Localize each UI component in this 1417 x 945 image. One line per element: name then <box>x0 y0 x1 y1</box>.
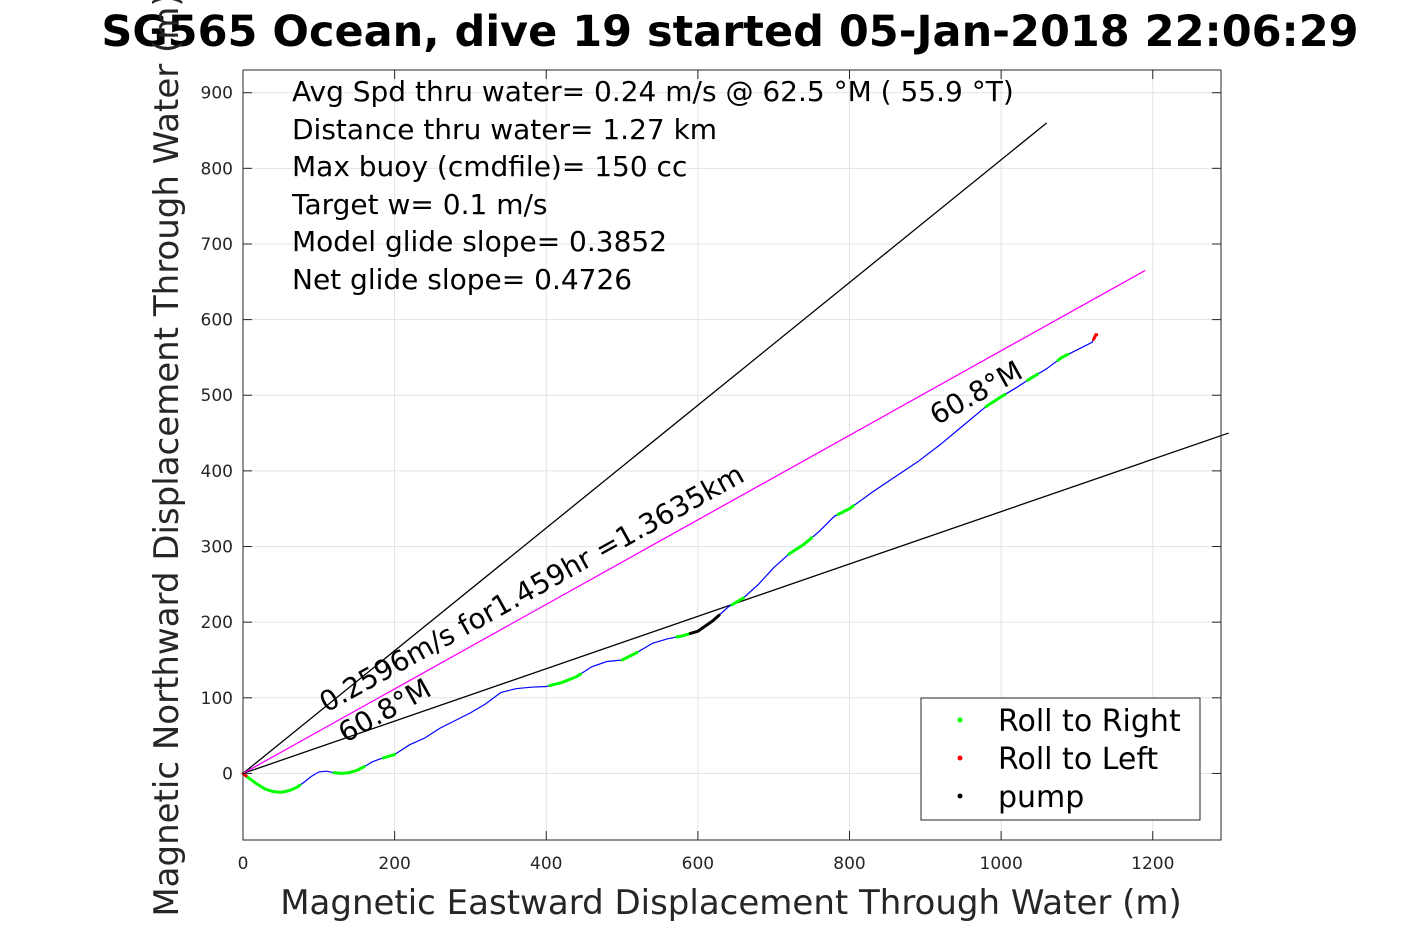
legend-marker-roll-left <box>957 755 963 761</box>
y-tick-label: 100 <box>201 689 233 709</box>
segment-roll-to-right <box>1026 372 1039 382</box>
y-tick-label: 800 <box>201 159 233 179</box>
y-tick-label: 200 <box>201 613 233 633</box>
info-target-w: Target w= 0.1 m/s <box>291 188 548 221</box>
info-model-glide-slope: Model glide slope= 0.3852 <box>292 225 667 258</box>
y-axis-ticks: 0 100 200 300 400 500 600 700 800 900 <box>201 84 1221 784</box>
x-tick-label: 0 <box>238 854 249 874</box>
legend: Roll to Right Roll to Left pump <box>920 697 1201 821</box>
segment-roll-to-right <box>984 393 1007 409</box>
info-net-glide-slope: Net glide slope= 0.4726 <box>292 263 632 296</box>
x-tick-label: 200 <box>378 854 410 874</box>
plot-frame <box>242 69 1222 841</box>
x-tick-label: 1200 <box>1131 854 1174 874</box>
info-avg-speed: Avg Spd thru water= 0.24 m/s @ 62.5 °M (… <box>292 75 1014 108</box>
legend-label-roll-left: Roll to Left <box>998 742 1158 777</box>
dive-info-block: Avg Spd thru water= 0.24 m/s @ 62.5 °M (… <box>291 75 1014 296</box>
y-tick-label: 300 <box>201 538 233 558</box>
legend-marker-pump <box>957 793 963 799</box>
info-max-buoy: Max buoy (cmdfile)= 150 cc <box>292 150 687 183</box>
segment-roll-to-left <box>1092 333 1099 341</box>
y-tick-label: 900 <box>201 84 233 104</box>
x-tick-label: 800 <box>833 854 865 874</box>
info-distance: Distance thru water= 1.27 km <box>292 113 717 146</box>
x-tick-label: 1000 <box>980 854 1023 874</box>
segment-roll-to-right <box>787 536 814 556</box>
y-tick-label: 700 <box>201 235 233 255</box>
y-tick-label: 400 <box>201 462 233 482</box>
y-tick-label: 600 <box>201 311 233 331</box>
legend-label-roll-right: Roll to Right <box>998 704 1181 739</box>
legend-box <box>920 697 1201 821</box>
segment-roll-to-right <box>620 650 639 662</box>
segment-roll-to-right <box>548 672 582 687</box>
legend-label-pump: pump <box>998 780 1084 815</box>
x-axis-ticks: 0 200 400 600 800 1000 1200 <box>238 70 1174 874</box>
grid-lines <box>242 70 1221 840</box>
plot-area <box>241 69 1229 841</box>
chart-title: SG565 Ocean, dive 19 started 05-Jan-2018… <box>101 7 1358 57</box>
segment-roll-to-right <box>1056 352 1070 362</box>
x-axis-label: Magnetic Eastward Displacement Through W… <box>280 883 1182 923</box>
legend-marker-roll-right <box>957 717 963 723</box>
segment-roll-to-right <box>675 632 692 639</box>
segment-pump <box>688 613 721 635</box>
segment-roll-to-right <box>241 771 302 794</box>
x-tick-label: 400 <box>530 854 562 874</box>
y-tick-label: 500 <box>201 386 233 406</box>
segment-roll-to-right <box>332 765 366 775</box>
y-tick-label: 0 <box>222 764 233 784</box>
reference-line-0 <box>242 122 1048 774</box>
segment-roll-to-right <box>730 596 745 607</box>
x-tick-label: 600 <box>682 854 714 874</box>
segment-roll-to-right <box>836 504 855 516</box>
segment-roll-to-right <box>381 753 397 760</box>
reference-line-2 <box>242 269 1146 775</box>
y-axis-label: Magnetic Northward Displacement Through … <box>147 0 187 917</box>
segment-group <box>241 333 1099 794</box>
